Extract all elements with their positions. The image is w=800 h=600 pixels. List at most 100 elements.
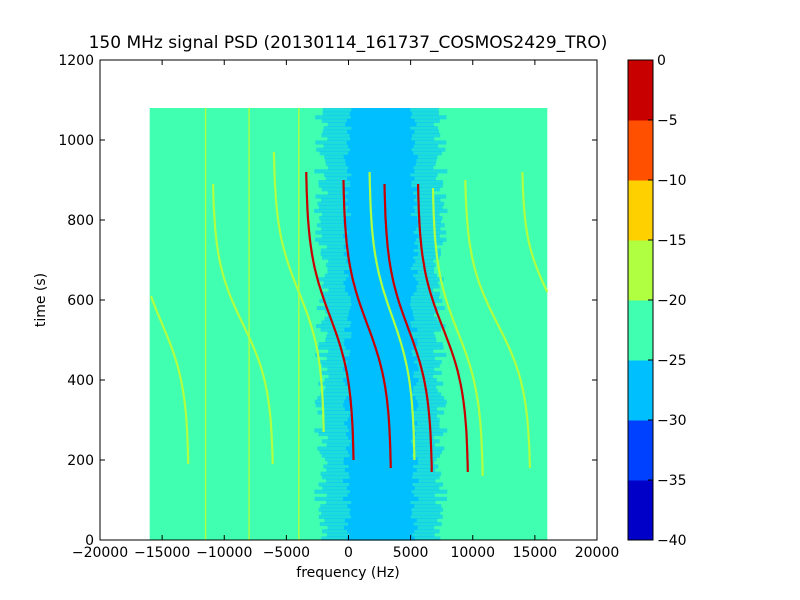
noise-band-row-inner <box>350 295 411 300</box>
noise-band-row-inner <box>347 176 415 181</box>
noise-band-row-inner <box>342 187 419 192</box>
colorbar-segment <box>628 180 653 241</box>
noise-band-row-inner <box>348 262 413 267</box>
signal-trace <box>305 172 355 461</box>
colorbar-tick-label: −10 <box>657 173 687 189</box>
noise-band-row-inner <box>345 122 417 127</box>
colorbar-tick-label: −20 <box>657 293 687 309</box>
noise-band-row-inner <box>344 399 418 404</box>
noise-band-row-inner <box>343 234 419 239</box>
y-tick-label: 200 <box>67 453 94 469</box>
noise-band-row-inner <box>348 450 414 455</box>
noise-band-row-inner <box>349 111 412 116</box>
chart-title: 150 MHz signal PSD (20130114_161737_COSM… <box>89 33 608 53</box>
noise-band-row-inner <box>348 165 414 170</box>
noise-band-row-inner <box>343 457 418 462</box>
x-axis: −20000 −15000 −10000 −5000 0 5000 10000 15000 20… <box>72 60 619 561</box>
x-tick-label: −20000 <box>72 545 128 561</box>
y-tick-label: 800 <box>67 213 94 229</box>
noise-band-row-inner <box>346 118 415 123</box>
noise-band-row-inner <box>343 223 418 228</box>
noise-band-row-inner <box>347 316 415 321</box>
noise-band-row-inner <box>348 428 413 433</box>
x-tick-label: 20000 <box>575 545 620 561</box>
noise-band-row-inner <box>344 342 418 347</box>
noise-band-row-inner <box>348 190 414 195</box>
signal-trace <box>464 179 531 469</box>
noise-band-row-inner <box>346 259 416 264</box>
signal-trace <box>431 187 484 477</box>
y-tick-label: 1200 <box>58 53 94 69</box>
noise-band-row-inner <box>346 396 416 401</box>
noise-band-row-inner <box>347 504 415 509</box>
noise-band-row-inner <box>348 522 414 527</box>
noise-band-row-inner <box>350 147 412 152</box>
noise-band-row-inner <box>347 129 415 134</box>
noise-band-row-inner <box>347 169 415 174</box>
noise-band-row-inner <box>350 183 412 188</box>
noise-band-row-inner <box>349 309 413 314</box>
colorbar: 0 −5 −10 −15 −20 −25 −30 −35 −40 <box>627 53 687 549</box>
noise-band-row-inner <box>347 370 414 375</box>
colorbar-tick-label: 0 <box>657 53 666 69</box>
noise-band-row-inner <box>347 493 414 498</box>
noise-band-row-inner <box>346 208 415 213</box>
noise-band-row-inner <box>344 406 417 411</box>
colorbar-segment <box>628 240 653 301</box>
y-axis-label: time (s) <box>33 273 49 327</box>
x-tick-label: 10000 <box>450 545 495 561</box>
colorbar-segment <box>628 480 653 541</box>
colorbar-tick-label: −25 <box>657 353 687 369</box>
noise-band-row-inner <box>344 421 418 426</box>
noise-band-row-inner <box>343 478 419 483</box>
colorbar-tick-label: −35 <box>657 473 687 489</box>
signal-trace <box>521 172 549 293</box>
noise-band-row-inner <box>351 266 411 271</box>
x-tick-label: 0 <box>344 545 353 561</box>
noise-band-row-inner <box>349 511 413 516</box>
noise-band-row-inner <box>350 298 411 303</box>
y-tick-label: 0 <box>85 533 94 549</box>
noise-band-row-inner <box>344 338 418 343</box>
noise-band-row-inner <box>344 518 417 523</box>
noise-band-row-inner <box>343 270 418 275</box>
noise-band-row-inner <box>351 500 411 505</box>
signal-trace <box>272 151 325 432</box>
noise-band-row-inner <box>349 489 412 494</box>
noise-band-row-inner <box>350 180 412 185</box>
noise-band-row-inner <box>347 417 414 422</box>
noise-band-row-inner <box>351 108 411 113</box>
noise-band-row-inner <box>348 385 414 390</box>
noise-band-row-inner <box>350 136 412 141</box>
x-tick-label: −10000 <box>196 545 252 561</box>
x-axis-label: frequency (Hz) <box>296 565 399 581</box>
noise-band-row-inner <box>351 392 411 397</box>
noise-band-row-inner <box>347 198 414 203</box>
noise-band-row-inner <box>351 334 411 339</box>
colorbar-segment <box>628 300 653 361</box>
noise-band-row-inner <box>345 237 416 242</box>
x-tick-label: 15000 <box>513 545 558 561</box>
y-tick-label: 400 <box>67 373 94 389</box>
noise-band-row-inner <box>343 460 419 465</box>
noise-band-row-inner <box>351 331 411 336</box>
noise-band-row-inner <box>350 212 411 217</box>
noise-band-row-inner <box>344 468 417 473</box>
noise-band-row-inner <box>343 525 418 530</box>
y-tick-label: 600 <box>67 293 94 309</box>
noise-band-row-inner <box>349 133 413 138</box>
noise-band-row-inner <box>350 507 412 512</box>
noise-band-row-inner <box>346 536 415 541</box>
colorbar-segment <box>628 120 653 181</box>
noise-band-row-inner <box>343 154 418 159</box>
noise-band-row-inner <box>345 194 417 199</box>
colorbar-segment <box>628 420 653 481</box>
noise-band-row-inner <box>346 486 415 491</box>
noise-band-row-inner <box>347 241 415 246</box>
noise-band-row-inner <box>346 140 415 145</box>
noise-band-row-inner <box>345 446 416 451</box>
noise-band-row-inner <box>348 151 414 156</box>
y-tick-label: 1000 <box>58 133 94 149</box>
colorbar-segment <box>628 60 653 121</box>
